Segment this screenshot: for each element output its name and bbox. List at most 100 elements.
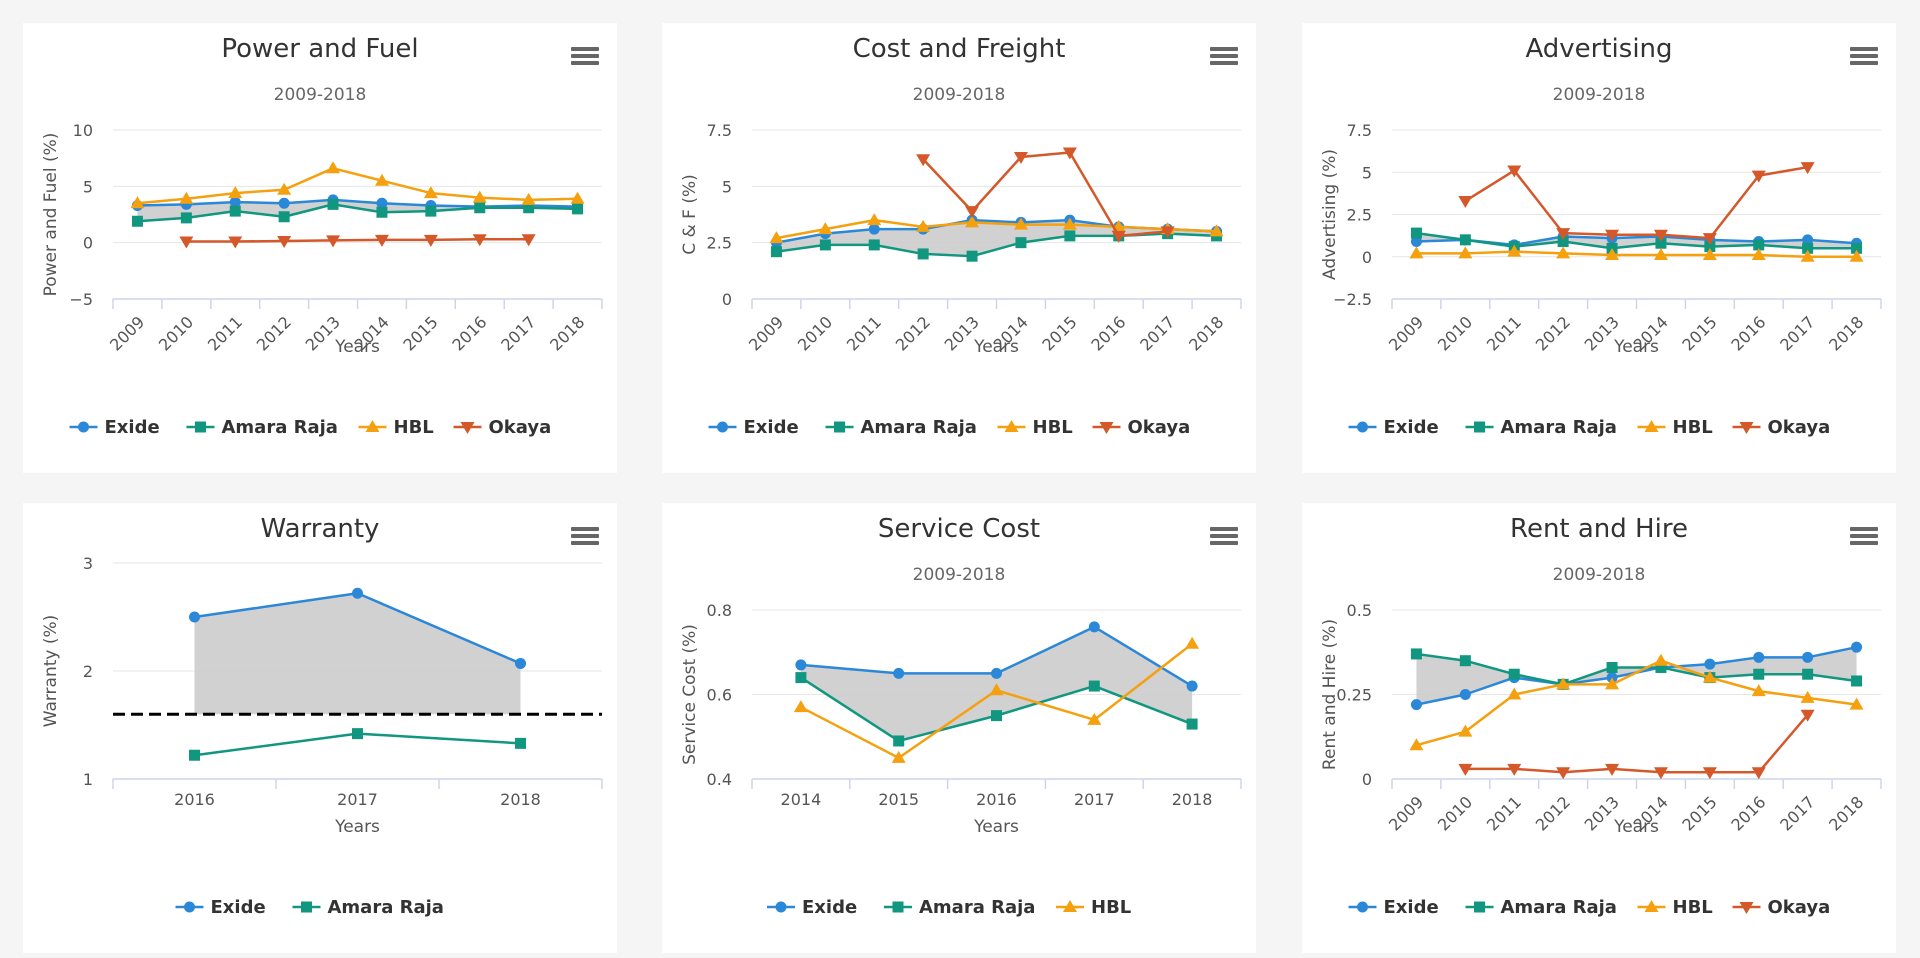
data-point[interactable]	[189, 611, 200, 623]
data-point[interactable]	[1653, 248, 1668, 261]
data-point[interactable]	[228, 186, 243, 199]
data-point[interactable]	[893, 735, 905, 747]
data-point[interactable]	[1702, 233, 1717, 246]
data-point[interactable]	[1459, 234, 1471, 246]
legend-item-exide[interactable]: Exide	[767, 897, 857, 918]
data-point[interactable]	[916, 154, 931, 167]
data-point[interactable]	[989, 683, 1004, 696]
data-point[interactable]	[1458, 724, 1473, 737]
data-point[interactable]	[572, 203, 584, 215]
data-point[interactable]	[965, 206, 980, 219]
data-point[interactable]	[180, 212, 192, 224]
data-point[interactable]	[1015, 237, 1027, 249]
data-point[interactable]	[1013, 152, 1028, 165]
data-point[interactable]	[523, 202, 535, 214]
data-point[interactable]	[793, 700, 808, 713]
data-point[interactable]	[1851, 641, 1863, 653]
data-point[interactable]	[1704, 658, 1716, 670]
data-point[interactable]	[1556, 228, 1571, 241]
legend-item-amara[interactable]: Amara Raja	[1465, 417, 1617, 438]
data-point[interactable]	[1753, 651, 1765, 663]
data-point[interactable]	[327, 198, 339, 210]
data-point[interactable]	[1556, 677, 1571, 690]
data-point[interactable]	[1062, 217, 1077, 230]
data-point[interactable]	[1459, 689, 1471, 700]
data-point[interactable]	[1459, 655, 1471, 667]
legend-item-amara[interactable]: Amara Raja	[825, 417, 977, 438]
legend-item-exide[interactable]: Exide	[175, 897, 266, 918]
data-point[interactable]	[278, 211, 290, 223]
data-point[interactable]	[891, 750, 906, 763]
data-point[interactable]	[769, 231, 784, 244]
data-point[interactable]	[966, 250, 978, 262]
data-point[interactable]	[570, 191, 585, 204]
data-point[interactable]	[1409, 246, 1424, 259]
data-point[interactable]	[818, 222, 833, 235]
data-point[interactable]	[1410, 236, 1422, 248]
data-point[interactable]	[991, 667, 1002, 679]
data-point[interactable]	[1751, 248, 1766, 261]
data-point[interactable]	[374, 173, 389, 186]
data-point[interactable]	[423, 234, 438, 247]
legend-item-amara[interactable]: Amara Raja	[884, 897, 1035, 918]
legend-item-hbl[interactable]: HBL	[1056, 897, 1131, 918]
legend-item-exide[interactable]: Exide	[1348, 897, 1439, 918]
data-point[interactable]	[425, 205, 437, 217]
data-point[interactable]	[1653, 653, 1668, 666]
data-point[interactable]	[474, 202, 486, 214]
data-point[interactable]	[868, 223, 880, 235]
data-point[interactable]	[229, 196, 241, 208]
data-point[interactable]	[1186, 680, 1198, 692]
legend-item-exide[interactable]: Exide	[69, 417, 160, 438]
legend-item-amara[interactable]: Amara Raja	[1465, 897, 1617, 918]
data-point[interactable]	[1410, 648, 1422, 660]
data-point[interactable]	[352, 728, 363, 740]
data-point[interactable]	[991, 710, 1002, 722]
data-point[interactable]	[1605, 677, 1620, 690]
legend-item-hbl[interactable]: HBL	[997, 417, 1073, 438]
chart-menu-button[interactable]	[571, 45, 599, 67]
data-point[interactable]	[1655, 661, 1667, 673]
data-point[interactable]	[1800, 249, 1815, 262]
data-point[interactable]	[179, 191, 194, 204]
data-point[interactable]	[1186, 718, 1198, 730]
data-point[interactable]	[472, 190, 487, 203]
legend-item-amara[interactable]: Amara Raja	[186, 417, 338, 438]
legend-item-amara[interactable]: Amara Raja	[292, 897, 444, 918]
legend-item-okaya[interactable]: Okaya	[1092, 417, 1191, 438]
data-point[interactable]	[521, 234, 536, 247]
data-point[interactable]	[1088, 680, 1100, 692]
data-point[interactable]	[1507, 687, 1522, 700]
data-point[interactable]	[1702, 767, 1717, 780]
data-point[interactable]	[278, 197, 290, 209]
data-point[interactable]	[1605, 248, 1620, 261]
legend-item-hbl[interactable]: HBL	[1637, 417, 1713, 438]
data-point[interactable]	[1111, 230, 1126, 243]
data-point[interactable]	[1702, 670, 1717, 683]
data-point[interactable]	[1802, 668, 1814, 680]
data-point[interactable]	[868, 239, 880, 251]
data-point[interactable]	[795, 672, 807, 684]
data-point[interactable]	[179, 236, 194, 249]
data-point[interactable]	[1507, 165, 1522, 178]
data-point[interactable]	[1507, 244, 1522, 257]
data-point[interactable]	[130, 196, 145, 209]
data-point[interactable]	[1849, 249, 1864, 262]
data-point[interactable]	[1064, 230, 1076, 242]
data-point[interactable]	[1458, 195, 1473, 208]
data-point[interactable]	[1704, 241, 1716, 253]
data-point[interactable]	[867, 213, 882, 226]
data-point[interactable]	[1458, 246, 1473, 259]
data-point[interactable]	[521, 192, 536, 205]
data-point[interactable]	[277, 235, 292, 248]
chart-menu-button[interactable]	[1850, 525, 1878, 547]
data-point[interactable]	[515, 737, 526, 749]
data-point[interactable]	[472, 234, 487, 247]
data-point[interactable]	[1800, 162, 1815, 175]
chart-menu-button[interactable]	[1210, 45, 1238, 67]
data-point[interactable]	[1753, 239, 1765, 251]
data-point[interactable]	[893, 667, 905, 679]
legend-item-hbl[interactable]: HBL	[358, 417, 434, 438]
data-point[interactable]	[770, 246, 782, 258]
data-point[interactable]	[1605, 229, 1620, 242]
